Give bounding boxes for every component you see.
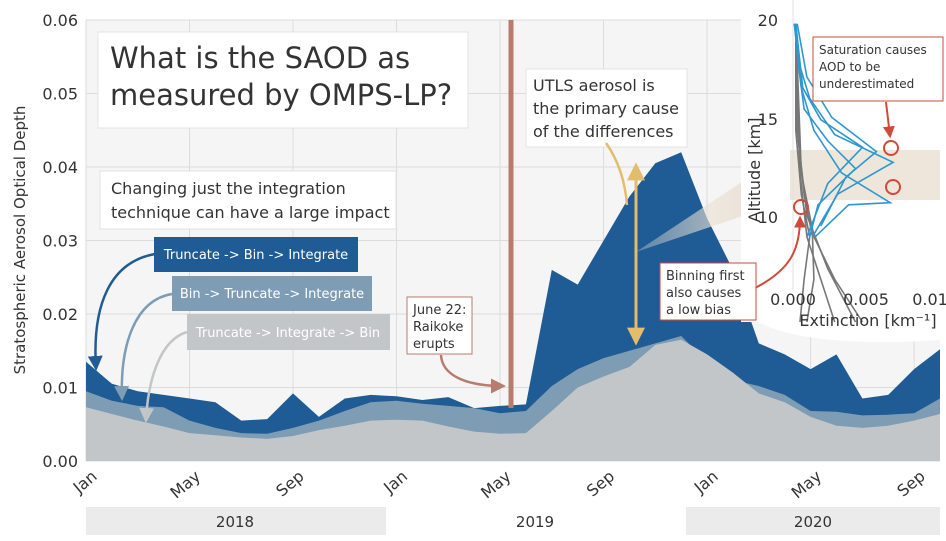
year-band-2018	[86, 507, 386, 535]
binning-arrow	[754, 215, 806, 289]
utls-note-line-2: the primary cause	[533, 99, 679, 118]
inset-profile-line	[796, 23, 878, 227]
inset-x-tick-2: 0.01	[912, 290, 946, 309]
y-tick-labels: 0.00 0.01 0.02 0.03 0.04 0.05 0.06	[42, 11, 78, 471]
binning-note-box	[659, 262, 757, 321]
y-tick-label: 0.02	[42, 305, 78, 324]
raikoke-note-box	[406, 296, 473, 355]
saturation-note-line-1: Saturation causes	[819, 43, 927, 57]
legend-label-truncate-bin-integrate: Truncate -> Bin -> Integrate	[163, 248, 348, 263]
legend-box-bin-truncate-integrate	[172, 276, 372, 311]
legend-label-bin-truncate-integrate: Bin -> Truncate -> Integrate	[180, 287, 364, 302]
utls-note-line-1: UTLS aerosol is	[533, 76, 655, 95]
inset-x-tick-0: 0.000	[770, 290, 816, 309]
y-axis-label: Stratospheric Aerosol Optical Depth	[11, 106, 29, 375]
area-series	[86, 152, 940, 462]
inset-profile-line	[793, 23, 893, 238]
legend-arrow-blue	[87, 252, 156, 371]
x-tick-label: Sep	[583, 467, 618, 501]
raikoke-arrow	[439, 354, 506, 394]
year-band-2020	[686, 507, 940, 535]
legend-arrow-slate	[114, 292, 173, 401]
inset-callout-shape	[755, 320, 940, 343]
raikoke-note-line-1: June 22:	[412, 303, 466, 318]
binning-circle	[793, 199, 809, 215]
inset-profile-line	[794, 23, 811, 323]
legend-box-truncate-integrate-bin	[187, 314, 390, 350]
x-tick-label: May	[788, 467, 826, 503]
utls-note-box	[525, 68, 688, 148]
x-tick-label: Sep	[893, 467, 928, 501]
inset-y-axis-label: Altitude [km]	[745, 118, 764, 223]
chart-title-line-1: What is the SAOD as	[110, 41, 410, 75]
inset-x-axis-label: Extinction [km⁻¹]	[799, 311, 936, 330]
binning-note-line-2: also causes	[666, 286, 742, 301]
x-tick-label: Jan	[69, 467, 101, 498]
title-box	[97, 31, 469, 129]
saturation-note-line-2: AOD to be	[819, 60, 880, 74]
x-tick-label: May	[477, 467, 515, 503]
inset-y-tick-15: 15	[758, 110, 778, 129]
x-tick-label: May	[167, 467, 205, 503]
inset-y-tick-10: 10	[758, 208, 778, 227]
saturation-circle-1	[883, 140, 899, 156]
x-tick-label: Jan	[690, 467, 722, 498]
legend-box-truncate-bin-integrate	[154, 237, 358, 272]
integration-note-box	[99, 170, 397, 230]
y-tick-label: 0.00	[42, 452, 78, 471]
inset-profile-line	[795, 23, 864, 323]
raikoke-note-line-2: Raikoke	[413, 320, 463, 335]
chart-title: What is the SAOD as measured by OMPS-LP?	[110, 41, 452, 112]
inset-utls-band	[790, 150, 940, 200]
inset-profile-line	[795, 23, 864, 238]
saturation-circle-2	[885, 179, 901, 195]
year-label-2019: 2019	[516, 513, 554, 531]
legend-label-truncate-integrate-bin: Truncate -> Integrate -> Bin	[195, 326, 380, 341]
x-tick-label: Sep	[272, 467, 307, 501]
saturation-arrow	[882, 101, 895, 139]
y-tick-label: 0.04	[42, 158, 78, 177]
integration-note-line-1: Changing just the integration	[111, 179, 346, 198]
integration-note-line-2: technique can have a large impact	[111, 203, 390, 222]
y-tick-label: 0.03	[42, 232, 78, 251]
saturation-note-line-3: underestimated	[819, 77, 914, 91]
binning-note-line-3: a low bias	[666, 303, 731, 318]
binning-note-line-1: Binning first	[666, 269, 745, 284]
inset-panel: 20 15 10 Altitude [km] 0.000 0.005 0.01 …	[741, 0, 946, 343]
legend-arrow-light	[139, 330, 188, 423]
y-tick-label: 0.06	[42, 11, 78, 30]
utls-pointer	[604, 142, 629, 206]
saturation-note-box	[812, 36, 944, 102]
y-tick-label: 0.01	[42, 379, 78, 398]
year-label-2020: 2020	[794, 513, 832, 531]
year-label-2018: 2018	[216, 513, 254, 531]
inset-y-tick-20: 20	[758, 11, 778, 30]
inset-profile-line	[795, 23, 857, 323]
x-tick-label: Jan	[379, 467, 411, 498]
inset-x-tick-1: 0.005	[843, 290, 889, 309]
raikoke-note-line-3: erupts	[413, 337, 455, 352]
y-tick-label: 0.05	[42, 85, 78, 104]
inset-profiles	[792, 0, 895, 323]
chart-title-line-2: measured by OMPS-LP?	[110, 78, 452, 112]
x-tick-labels: Jan May Sep Jan May Sep Jan May Sep	[69, 467, 929, 503]
area-series-3	[86, 339, 940, 461]
utls-note-line-3: of the differences	[533, 122, 674, 141]
